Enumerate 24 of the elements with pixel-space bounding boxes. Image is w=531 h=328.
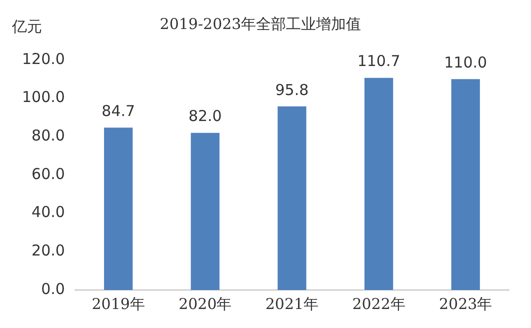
- data-label: 84.7: [102, 102, 136, 120]
- x-tick-label: 2019年: [92, 294, 145, 313]
- data-label: 82.0: [188, 107, 222, 126]
- data-label: 110.7: [357, 52, 400, 70]
- bar: [190, 132, 220, 290]
- x-tick-label: 2023年: [439, 294, 492, 313]
- chart-title: 2019-2023年全部工业增加值: [160, 14, 362, 33]
- y-tick-label: 120.0: [22, 50, 65, 68]
- bar: [104, 128, 133, 290]
- y-axis-title: 亿元: [11, 17, 42, 36]
- y-tick-label: 60.0: [32, 164, 65, 183]
- y-tick-label: 100.0: [22, 88, 65, 106]
- x-tick-label: 2021年: [265, 294, 319, 313]
- y-tick-label: 40.0: [32, 203, 65, 222]
- x-tick-label: 2022年: [352, 294, 406, 313]
- y-tick-label: 80.0: [32, 126, 65, 145]
- bar: [364, 78, 394, 290]
- y-tick-label: 20.0: [32, 242, 65, 260]
- bar: [278, 106, 306, 290]
- x-tick-label: 2020年: [178, 294, 232, 313]
- bar: [451, 79, 480, 290]
- y-tick-label: 0.0: [41, 280, 65, 298]
- data-label: 110.0: [444, 54, 488, 72]
- data-label: 95.8: [275, 80, 309, 99]
